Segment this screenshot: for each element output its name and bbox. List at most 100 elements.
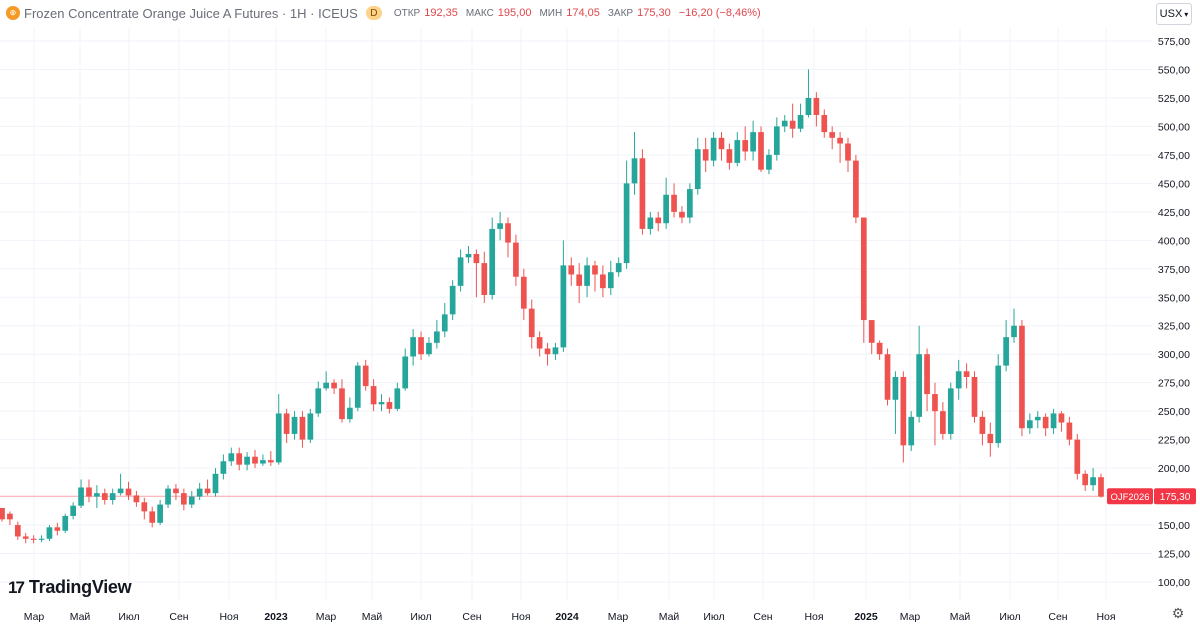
candle-body [228,453,235,462]
high-value: 195,00 [497,7,532,19]
candle-body [789,120,796,129]
candle-body [283,413,290,434]
candle-body [639,158,646,229]
candle-body [1058,413,1065,423]
candle-body [758,132,764,170]
time-tick-label: 2025 [854,611,878,623]
candle-body [196,488,203,497]
candle-body [1090,477,1096,486]
open-label: ОТКР [393,7,421,19]
candle-body [623,183,630,264]
candle-body [402,356,409,389]
symbol-tag-text: OJF2026 [1110,492,1149,503]
price-tick-label: 250,00 [1158,406,1190,418]
candle-body [434,331,440,343]
candle-body [149,511,156,523]
price-tick-label: 500,00 [1158,121,1190,133]
price-tick-label: 575,00 [1158,36,1190,48]
symbol-icon[interactable]: ⌾ [6,6,20,20]
candle-body [307,413,314,440]
candle-body [54,527,61,531]
currency-button[interactable]: USX ▾ [1156,3,1192,25]
candle-body [853,160,859,218]
candle-body [94,493,100,497]
candle-body [133,495,140,503]
candle-body [876,342,883,355]
candle-body [173,488,179,494]
candle-body [449,285,456,315]
candle-body [552,347,559,355]
candle-body [315,388,322,414]
time-tick-label: Май [950,611,971,623]
time-tick-label: Сен [169,611,188,623]
price-tick-label: 200,00 [1158,463,1190,475]
change-value: −16,20 (−8,46%) [678,7,761,19]
candle-body [647,217,654,229]
time-tick-label: Мар [608,611,629,623]
open-value: 192,35 [424,7,458,19]
time-tick-label: Июл [410,611,431,623]
candle-body [497,223,503,229]
candle-body [821,115,828,133]
price-tick-label: 225,00 [1158,435,1190,447]
candle-body [916,354,922,417]
candle-body [339,388,345,420]
candle-body [860,217,867,321]
candle-body [1074,439,1081,474]
candle-body [386,402,393,409]
candle-body [354,365,361,408]
time-tick-label: 2023 [264,611,288,623]
candle-body [1003,337,1009,366]
candle-body [78,487,84,506]
high-label: МАКС [465,7,494,19]
time-tick-label: Июл [999,611,1020,623]
candle-body [924,354,930,395]
data-badge[interactable]: D [365,6,382,20]
candle-body [22,536,29,539]
candlestick-series [0,69,1104,544]
candle-body [109,493,116,500]
time-tick-label: Июл [703,611,724,623]
candle-body [410,337,416,357]
candle-body [995,365,1002,444]
tradingview-logo[interactable]: 17 TradingView [8,577,132,598]
time-tick-label: Сен [753,611,772,623]
candle-body [615,263,622,273]
candle-body [165,488,171,505]
candle-body [829,132,836,138]
candle-body [1050,413,1057,429]
candle-body [694,149,701,190]
symbol-title[interactable]: Frozen Concentrate Orange Juice A Future… [24,5,358,21]
price-tick-label: 400,00 [1158,235,1190,247]
time-tick-label: Мар [316,611,337,623]
candle-body [845,143,851,161]
gear-icon[interactable]: ⚙ [1171,604,1185,621]
candle-body [655,217,662,224]
candle-body [584,265,590,286]
candle-body [971,376,978,417]
candle-body [955,371,962,389]
candle-body [900,376,907,446]
candle-body [236,453,243,465]
candle-body [528,308,535,338]
price-tick-label: 350,00 [1158,292,1190,304]
candle-body [244,456,250,465]
candle-body [813,97,820,116]
time-tick-label: Ноя [804,611,823,623]
candle-body [987,433,994,444]
candle-body [220,461,227,474]
time-tick-label: Ноя [219,611,238,623]
candle-body [837,137,843,144]
candle-body [805,97,812,116]
time-tick-label: Ноя [1096,611,1115,623]
time-tick-label: Июл [118,611,139,623]
candle-body [188,496,195,505]
candle-body [687,189,693,218]
candle-body [38,538,45,540]
candle-body [347,407,353,420]
price-tick-label: 450,00 [1158,178,1190,190]
candle-body [299,416,306,440]
close-label: ЗАКР [607,7,634,19]
candle-body [275,413,282,463]
